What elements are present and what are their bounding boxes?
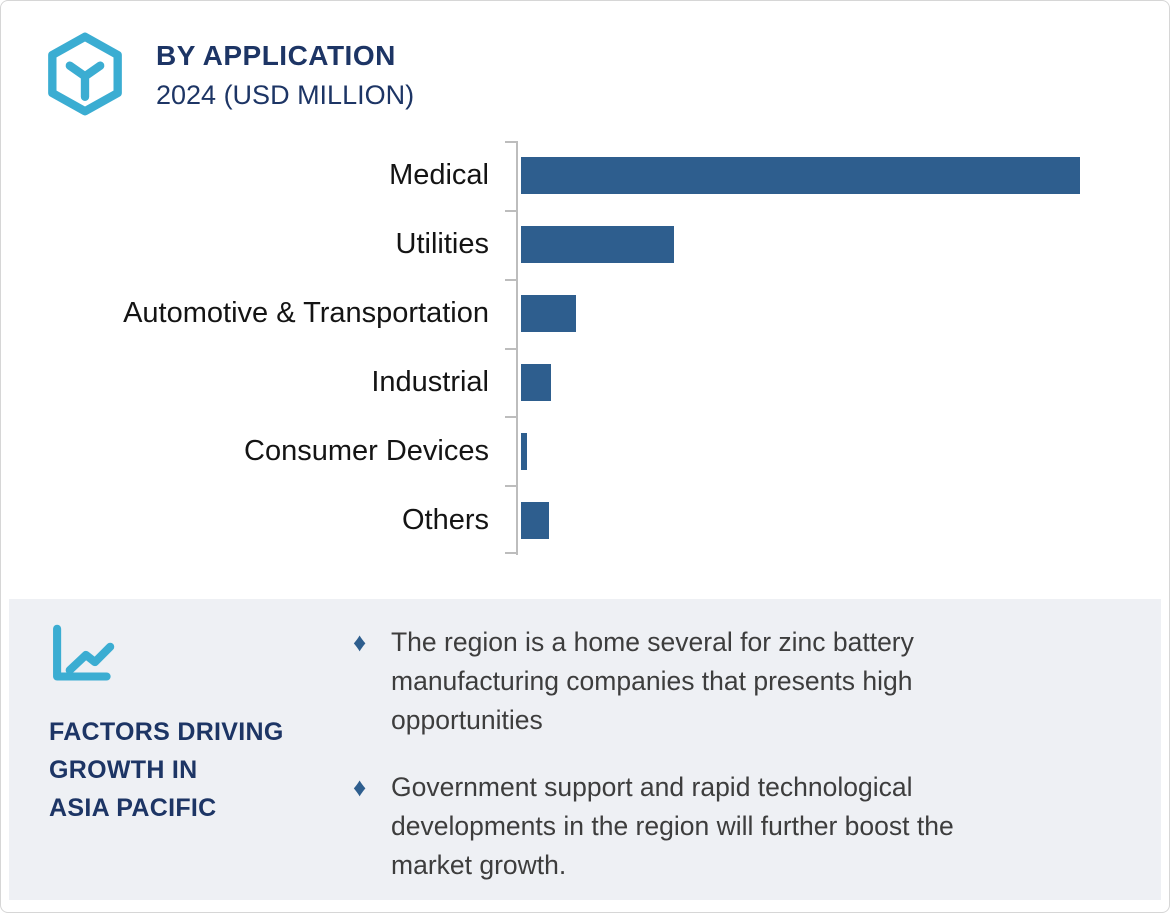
bar (521, 295, 577, 332)
chart-row: Automotive & Transportation (1, 279, 1169, 348)
category-label: Industrial (371, 366, 489, 398)
category-label: Automotive & Transportation (123, 297, 489, 329)
chart-rows: Medical Utilities Automotive & Transportat… (1, 141, 1169, 555)
bar (521, 364, 552, 401)
header: BY APPLICATION 2024 (USD MILLION) (47, 31, 414, 117)
diamond-bullet-icon: ♦ (353, 772, 367, 802)
chart-row: Others (1, 486, 1169, 555)
diamond-bullet-icon: ♦ (353, 627, 367, 657)
category-label: Utilities (395, 228, 489, 260)
chart-title: BY APPLICATION (156, 40, 396, 71)
bullet-text: The region is a home several for zinc ba… (391, 627, 914, 735)
category-label: Others (401, 504, 489, 536)
axis-tick (505, 552, 517, 554)
chart-row: Consumer Devices (1, 417, 1169, 486)
axis-tick (505, 416, 517, 418)
bullet-item: ♦ Government support and rapid technolog… (353, 768, 1143, 885)
bullet-item: ♦ The region is a home several for zinc … (353, 623, 1143, 740)
chart-row: Utilities (1, 210, 1169, 279)
bar-chart: Medical Utilities Automotive & Transportat… (1, 141, 1169, 555)
bullet-text: Government support and rapid technologic… (391, 772, 954, 880)
bar (521, 502, 549, 539)
category-label: Medical (389, 159, 489, 191)
line-chart-icon (53, 624, 115, 681)
hexagon-cube-icon (48, 32, 122, 116)
axis-tick (505, 348, 517, 350)
header-text: BY APPLICATION 2024 (USD MILLION) (156, 31, 414, 111)
axis-tick (505, 210, 517, 212)
category-label: Consumer Devices (244, 435, 489, 467)
chart-subtitle: 2024 (USD MILLION) (156, 80, 415, 110)
bar (521, 433, 528, 470)
panel-heading: FACTORS DRIVING GROWTH IN ASIA PACIFIC (49, 718, 284, 822)
axis-tick (505, 279, 517, 281)
axis-tick (505, 141, 517, 143)
bar (521, 157, 1080, 194)
factors-panel: FACTORS DRIVING GROWTH IN ASIA PACIFIC ♦… (9, 599, 1161, 900)
chart-row: Medical (1, 141, 1169, 210)
axis-tick (505, 485, 517, 487)
bar (521, 226, 675, 263)
y-axis-line (516, 141, 518, 555)
bullet-list: ♦ The region is a home several for zinc … (353, 623, 1143, 885)
chart-row: Industrial (1, 348, 1169, 417)
